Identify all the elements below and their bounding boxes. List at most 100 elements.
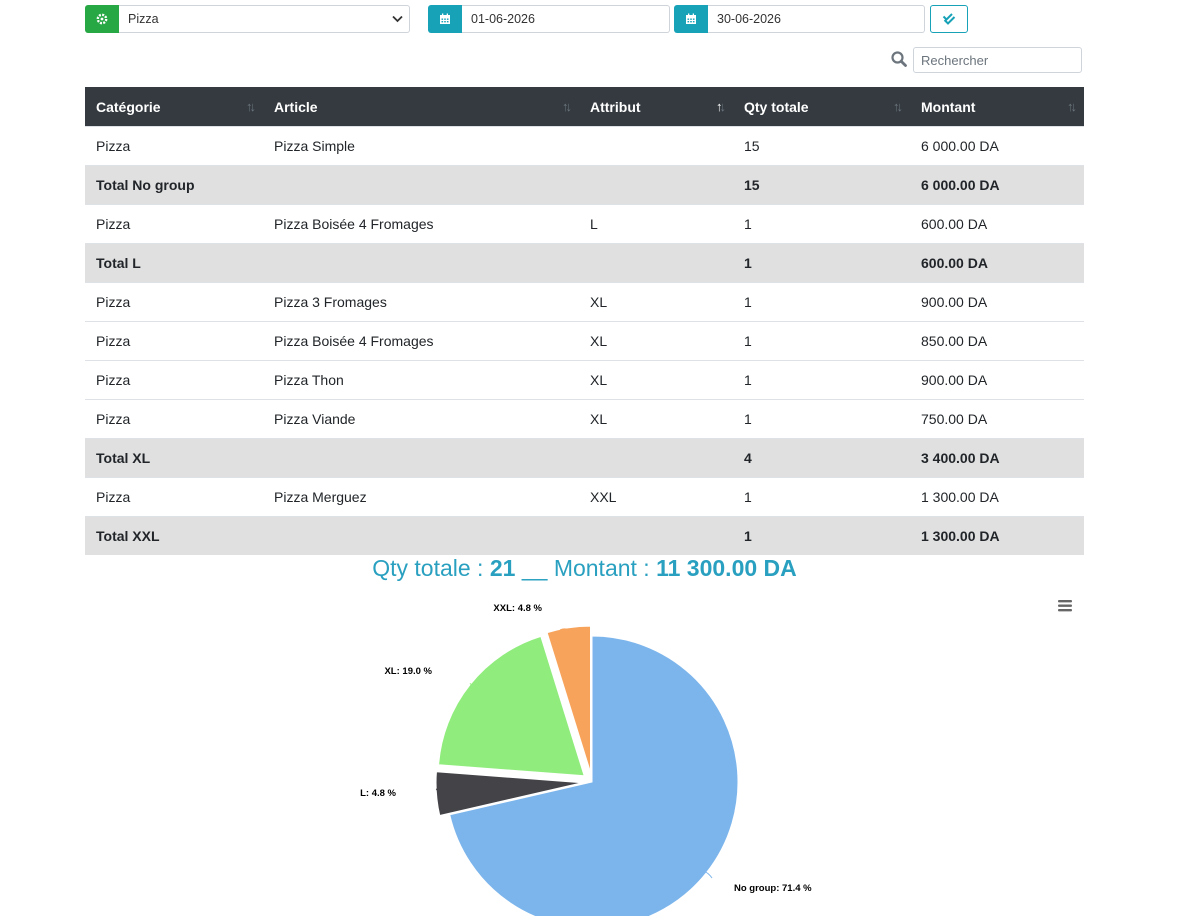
cell-total-label: Total XXL — [85, 516, 263, 555]
column-header-qty-totale[interactable]: Qty totale ↑↓ — [733, 87, 910, 127]
cell-article: Pizza Simple — [263, 126, 579, 166]
cell-total-label: Total No group — [85, 165, 263, 205]
cell-article: Pizza Boisée 4 Fromages — [263, 204, 579, 244]
sort-icon: ↑↓ — [1067, 99, 1077, 114]
double-check-icon — [942, 13, 956, 25]
date-to-value: 30-06-2026 — [717, 12, 781, 26]
column-label: Article — [274, 98, 318, 115]
cell-attribut — [579, 126, 733, 166]
cell-empty — [263, 243, 579, 283]
cell-attribut: XL — [579, 321, 733, 361]
pie-slice-l[interactable] — [435, 771, 583, 817]
report-table: Catégorie ↑↓ Article ↑↓ Attribut ↑↓ Qty tot… — [85, 87, 1084, 555]
total-row: Total L 1 600.00 DA — [85, 243, 1084, 283]
cell-qty: 1 — [733, 321, 910, 361]
summary-amount-label: Montant : — [553, 555, 657, 581]
cell-categorie: Pizza — [85, 282, 263, 322]
cell-empty — [579, 438, 733, 478]
cell-categorie: Pizza — [85, 477, 263, 517]
table-row: Pizza Pizza Thon XL 1 900.00 DA — [85, 360, 1084, 400]
search-input[interactable] — [913, 47, 1082, 73]
cell-empty — [579, 516, 733, 555]
cell-montant: 850.00 DA — [910, 321, 1084, 361]
table-row: Pizza Pizza Simple 15 6 000.00 DA — [85, 126, 1084, 166]
date-to-input[interactable]: 30-06-2026 — [708, 5, 925, 33]
cell-montant: 750.00 DA — [910, 399, 1084, 439]
cell-attribut: XXL — [579, 477, 733, 517]
cell-montant: 6 000.00 DA — [910, 126, 1084, 166]
pie-data-label: XL: 19.0 % — [384, 666, 432, 677]
cell-montant: 3 400.00 DA — [910, 438, 1084, 478]
cell-qty: 1 — [733, 516, 910, 555]
cell-categorie: Pizza — [85, 399, 263, 439]
summary-amount-value: 11 300.00 DA — [656, 555, 797, 581]
hamburger-menu-icon[interactable] — [1056, 598, 1074, 614]
pie-connector-line — [704, 871, 713, 879]
pie-data-label: XXL: 4.8 % — [493, 603, 542, 614]
cell-empty — [263, 438, 579, 478]
total-row: Total No group 15 6 000.00 DA — [85, 165, 1084, 205]
column-header-article[interactable]: Article ↑↓ — [263, 87, 579, 127]
cell-qty: 1 — [733, 477, 910, 517]
validate-button[interactable] — [930, 5, 968, 33]
sort-asc-icon: ↑↓ — [716, 99, 726, 114]
cell-qty: 4 — [733, 438, 910, 478]
cell-total-label: Total XL — [85, 438, 263, 478]
category-select-group: Pizza — [85, 5, 410, 33]
cell-qty: 1 — [733, 282, 910, 322]
cell-montant: 900.00 DA — [910, 360, 1084, 400]
summary-qty-value: 21 — [489, 555, 516, 581]
table-header-row: Catégorie ↑↓ Article ↑↓ Attribut ↑↓ Qty tot… — [85, 87, 1084, 127]
pie-data-label: L: 4.8 % — [360, 788, 396, 799]
cell-attribut: XL — [579, 399, 733, 439]
date-to-group: 30-06-2026 — [674, 5, 925, 33]
category-select[interactable]: Pizza — [119, 5, 410, 33]
cell-attribut: L — [579, 204, 733, 244]
column-header-attribut[interactable]: Attribut ↑↓ — [579, 87, 733, 127]
summary-totals: Qty totale : 21 __ Montant : 11 300.00 D… — [85, 555, 1084, 582]
table-row: Pizza Pizza 3 Fromages XL 1 900.00 DA — [85, 282, 1084, 322]
cell-categorie: Pizza — [85, 126, 263, 166]
pie-connector-line — [435, 788, 439, 794]
column-label: Attribut — [590, 98, 641, 115]
date-from-value: 01-06-2026 — [471, 12, 535, 26]
table-row: Pizza Pizza Boisée 4 Fromages L 1 600.00 DA — [85, 204, 1084, 244]
cell-qty: 1 — [733, 204, 910, 244]
sort-icon: ↑↓ — [893, 99, 903, 114]
cell-attribut: XL — [579, 282, 733, 322]
summary-qty-label: Qty totale : — [372, 555, 490, 581]
cell-empty — [263, 516, 579, 555]
cell-empty — [579, 165, 733, 205]
pie-connector-line — [469, 683, 472, 687]
total-row: Total XL 4 3 400.00 DA — [85, 438, 1084, 478]
summary-separator: __ — [515, 555, 554, 581]
cell-qty: 15 — [733, 165, 910, 205]
cell-empty — [579, 243, 733, 283]
cell-montant: 600.00 DA — [910, 243, 1084, 283]
pie-slice-xl[interactable] — [438, 635, 585, 777]
cell-montant: 1 300.00 DA — [910, 516, 1084, 555]
cell-categorie: Pizza — [85, 321, 263, 361]
column-header-categorie[interactable]: Catégorie ↑↓ — [85, 87, 263, 127]
cell-qty: 1 — [733, 360, 910, 400]
calendar-icon[interactable] — [428, 5, 462, 33]
cell-total-label: Total L — [85, 243, 263, 283]
table-row: Pizza Pizza Merguez XXL 1 1 300.00 DA — [85, 477, 1084, 517]
pie-connector-line — [559, 628, 570, 631]
table-row: Pizza Pizza Boisée 4 Fromages XL 1 850.00 DA — [85, 321, 1084, 361]
cell-montant: 600.00 DA — [910, 204, 1084, 244]
date-from-input[interactable]: 01-06-2026 — [462, 5, 670, 33]
cell-article: Pizza Viande — [263, 399, 579, 439]
cell-montant: 1 300.00 DA — [910, 477, 1084, 517]
cell-categorie: Pizza — [85, 360, 263, 400]
cell-article: Pizza Thon — [263, 360, 579, 400]
category-select-value: Pizza — [128, 12, 159, 26]
cell-article: Pizza Merguez — [263, 477, 579, 517]
cog-icon — [85, 5, 119, 33]
calendar-icon[interactable] — [674, 5, 708, 33]
pie-slice-xxl[interactable] — [546, 625, 591, 773]
date-from-group: 01-06-2026 — [428, 5, 670, 33]
column-header-montant[interactable]: Montant ↑↓ — [910, 87, 1084, 127]
total-row: Total XXL 1 1 300.00 DA — [85, 516, 1084, 555]
